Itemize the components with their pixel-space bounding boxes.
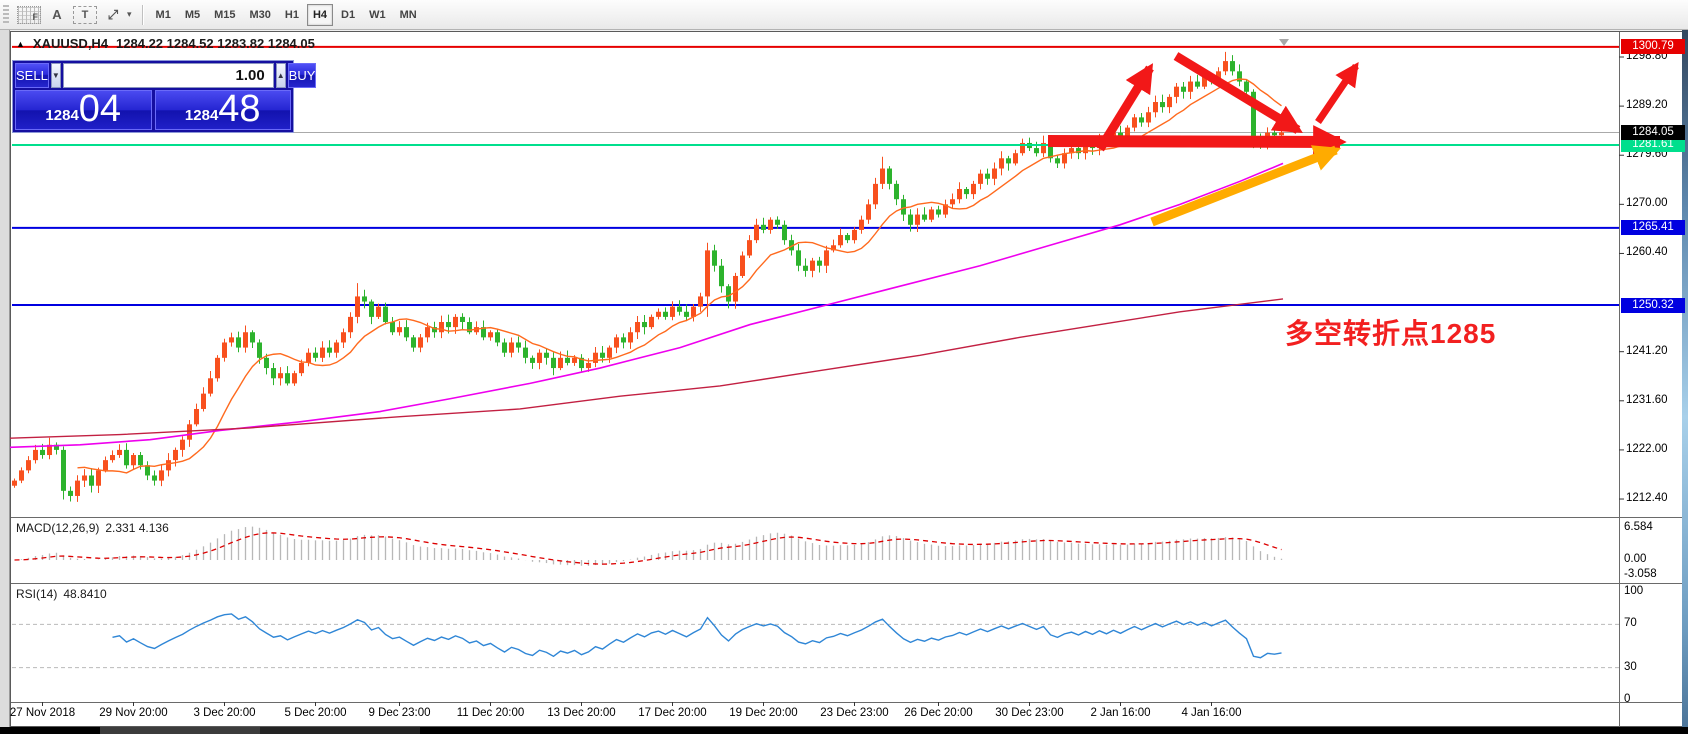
symbol-timeframe: XAUUSD,H4 — [32, 36, 109, 51]
price-badge: 1300.79 — [1621, 39, 1685, 55]
date-label: 17 Dec 20:00 — [638, 707, 707, 719]
date-label: 13 Dec 20:00 — [547, 707, 616, 719]
timeframe-button-M30[interactable]: M30 — [249, 8, 271, 21]
buy-button[interactable]: BUY — [287, 63, 317, 88]
annotation-text: 多空转折点1285 — [1285, 318, 1497, 349]
drawing-toolbar: F A T ⤢ — [15, 4, 127, 26]
breakout-up-arrow — [1315, 62, 1359, 124]
price-badge: 1250.32 — [1621, 297, 1685, 313]
date-label: 27 Nov 2018 — [9, 707, 76, 719]
right-window-edge — [1682, 30, 1688, 734]
text-label-icon[interactable]: A — [52, 7, 62, 22]
date-label: 11 Dec 20:00 — [456, 707, 525, 719]
timeframe-button-M5[interactable]: M5 — [184, 8, 201, 21]
rsi-label: RSI(14) 48.8410 — [16, 587, 107, 601]
left-window-edge — [0, 30, 10, 734]
bottom-edge-segment — [100, 727, 260, 734]
timeframe-button-H1[interactable]: H1 — [284, 8, 299, 21]
toolbar-grip — [3, 4, 9, 25]
rsi-axis-tick: 70 — [1624, 617, 1637, 630]
price-tick: 1260.40 — [1626, 246, 1668, 259]
support-hold-arrow — [1047, 125, 1347, 159]
rsi-value: 48.8410 — [63, 587, 107, 601]
date-label: 9 Dec 23:00 — [368, 707, 431, 719]
chart-title: ▲ XAUUSD,H4 1284.22 1284.52 1283.82 1284… — [16, 36, 315, 51]
volume-input[interactable] — [62, 63, 274, 88]
volume-increase-button[interactable]: ▲ — [275, 63, 286, 88]
ask-price-big: 48 — [218, 88, 261, 130]
price-tick: 1241.20 — [1626, 344, 1668, 357]
timeframe-button-W1[interactable]: W1 — [369, 8, 386, 21]
date-label: 23 Dec 23:00 — [820, 707, 889, 719]
ohlc-readout: 1284.22 1284.52 1283.82 1284.05 — [116, 36, 315, 51]
timeframe-button-H4[interactable]: H4 — [306, 3, 334, 26]
bid-price-small: 1284 — [45, 107, 79, 124]
rsi-axis-tick: 0 — [1624, 693, 1631, 705]
timeframe-button-M15[interactable]: M15 — [214, 8, 236, 21]
timeframe-button-M1[interactable]: M1 — [155, 8, 171, 21]
timeframe-button-D1[interactable]: D1 — [341, 8, 356, 21]
price-tick: 1231.60 — [1626, 393, 1668, 406]
rsi-axis-tick: 30 — [1624, 660, 1637, 673]
date-label: 26 Dec 20:00 — [904, 707, 973, 719]
bid-price-big: 04 — [78, 88, 122, 130]
date-label: 2 Jan 16:00 — [1090, 707, 1151, 719]
text-box-icon[interactable]: T — [73, 5, 97, 24]
collapse-triangle-icon: ▲ — [16, 38, 25, 49]
date-label: 3 Dec 20:00 — [193, 707, 256, 719]
macd-axis-tick: 0.00 — [1624, 553, 1647, 565]
macd-title: MACD(12,26,9) — [16, 521, 100, 535]
price-badge: 1265.41 — [1621, 220, 1685, 236]
macd-label: MACD(12,26,9) 2.331 4.136 — [16, 521, 169, 535]
timeframe-button-MN[interactable]: MN — [399, 8, 417, 21]
volume-decrease-button[interactable]: ▼ — [50, 63, 61, 88]
chevron-down-icon[interactable]: ▾ — [127, 9, 132, 19]
rsi-title: RSI(14) — [16, 587, 58, 601]
price-tick: 1212.40 — [1626, 492, 1668, 505]
top-toolbar: F A T ⤢ ▾ M1 M5 M15 M30 H1 H4 D1 W1 MN — [0, 0, 1688, 30]
price-badge: 1281.61 — [1621, 137, 1685, 153]
current-price-badge: 1284.05 — [1621, 124, 1685, 140]
bottom-edge-segment — [260, 727, 420, 734]
price-tick: 1289.20 — [1626, 99, 1668, 112]
timeframe-toolbar: M1 M5 M15 M30 H1 H4 D1 W1 MN — [149, 3, 424, 26]
macd-axis-tick: 6.584 — [1624, 520, 1653, 533]
grid-f-icon[interactable]: F — [17, 5, 41, 24]
ask-price-display[interactable]: 1284 48 — [154, 88, 291, 130]
date-label: 5 Dec 20:00 — [284, 707, 347, 719]
ask-price-small: 1284 — [184, 107, 219, 124]
bottom-window-edge — [0, 727, 1688, 734]
one-click-trading-panel: SELL ▼ ▲ BUY 1284 04 1284 48 — [12, 60, 317, 133]
macd-values: 2.331 4.136 — [105, 521, 169, 535]
macd-axis-tick: -3.058 — [1624, 567, 1657, 580]
price-tick: 1222.00 — [1626, 442, 1668, 455]
date-label: 4 Jan 16:00 — [1181, 707, 1242, 719]
sell-button[interactable]: SELL — [15, 63, 49, 88]
date-label: 29 Nov 20:00 — [99, 707, 168, 719]
rsi-axis-tick: 100 — [1624, 585, 1644, 597]
date-label: 30 Dec 23:00 — [995, 707, 1064, 719]
pullback-down-arrow — [1173, 52, 1303, 134]
drawing-tools-icon[interactable]: ⤢ — [107, 6, 119, 22]
date-label: 19 Dec 20:00 — [729, 707, 798, 719]
toolbar-separator — [141, 4, 143, 25]
momentum-support-arrow — [1150, 145, 1342, 227]
price-tick: 1270.00 — [1626, 197, 1668, 210]
bid-price-display[interactable]: 1284 04 — [15, 90, 152, 130]
